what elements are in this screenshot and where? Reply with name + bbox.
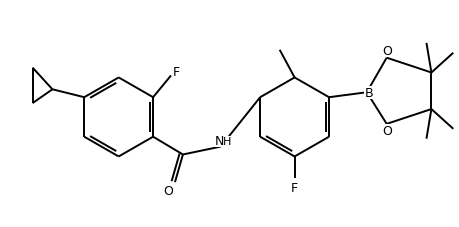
Text: N: N	[214, 135, 224, 148]
Text: F: F	[291, 181, 297, 194]
Text: B: B	[364, 86, 372, 99]
Text: O: O	[382, 125, 392, 138]
Text: F: F	[172, 66, 179, 79]
Text: O: O	[382, 45, 392, 58]
Text: H: H	[222, 136, 230, 146]
Text: O: O	[163, 184, 173, 197]
